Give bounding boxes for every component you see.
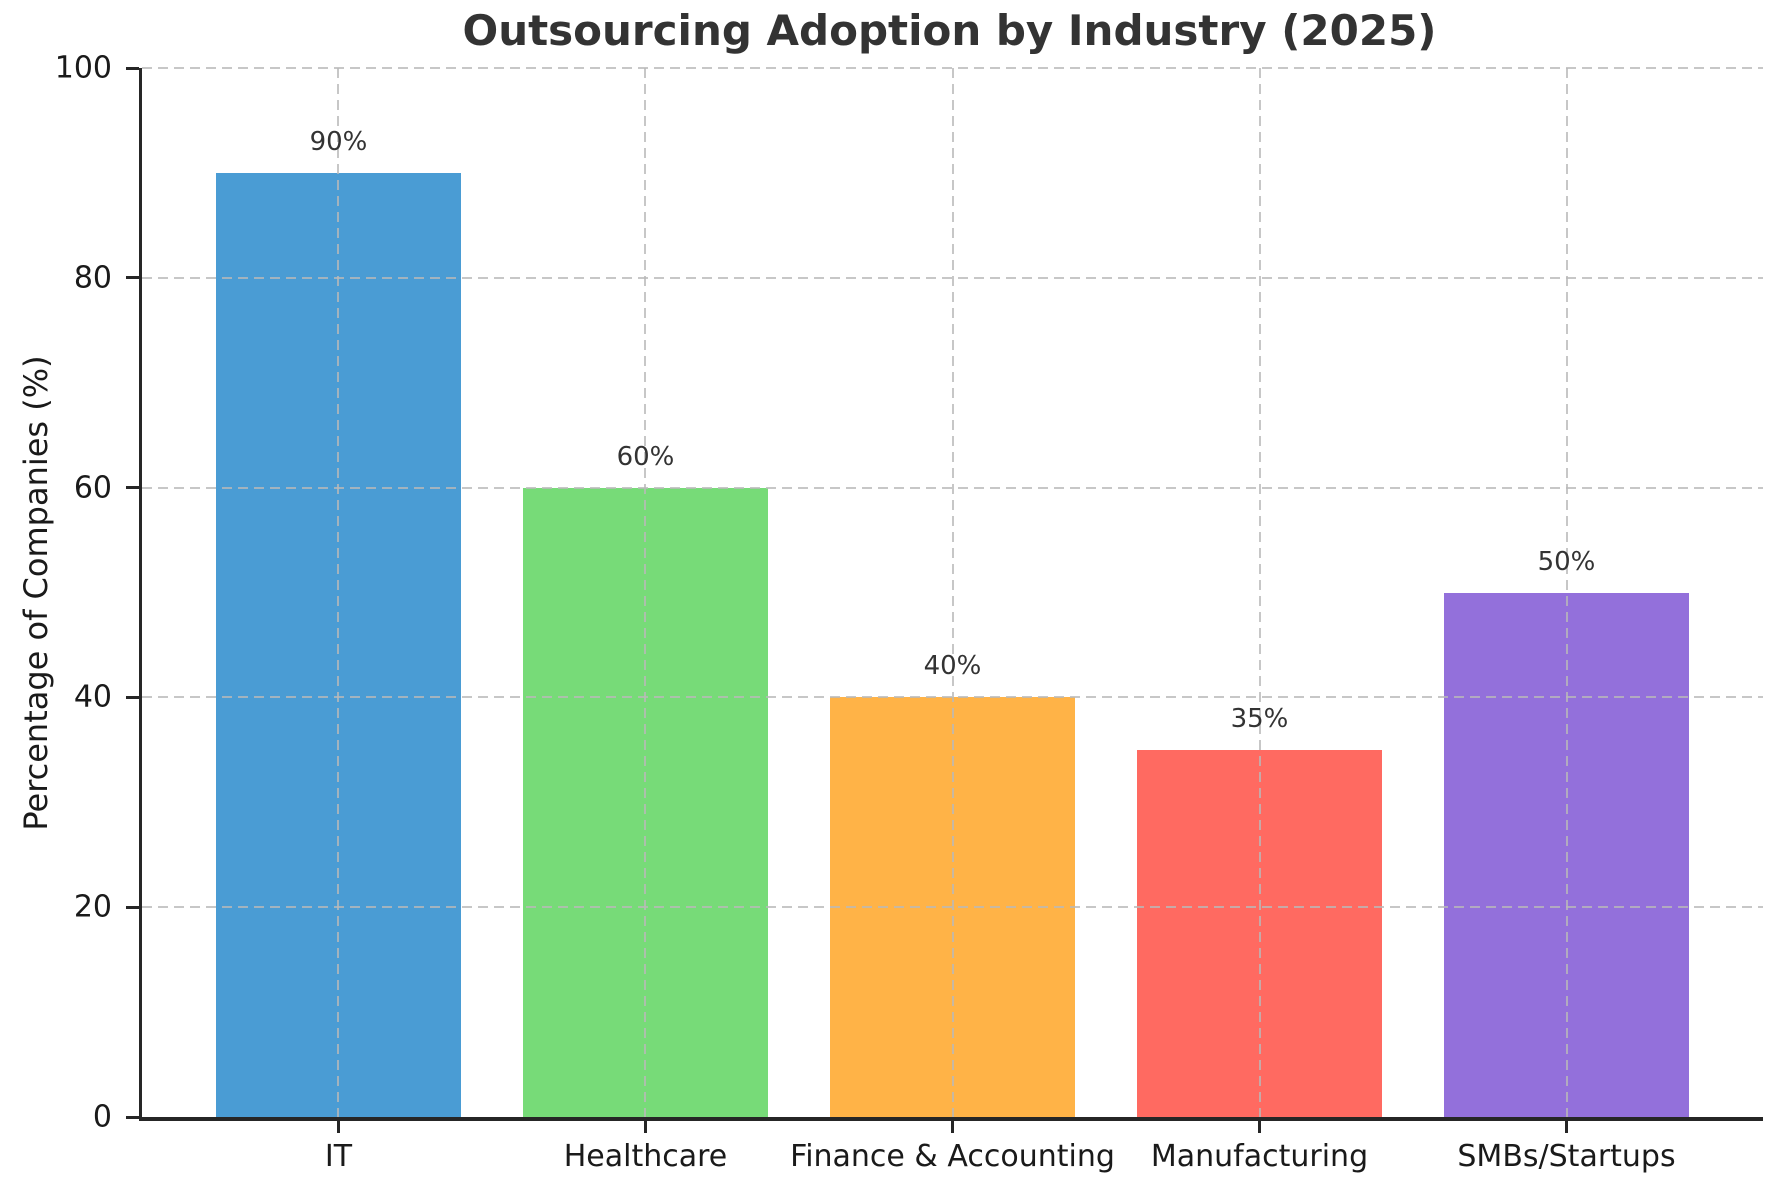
y-tick-mark-80 — [126, 276, 139, 280]
y-tick-label-100: 100 — [54, 50, 112, 86]
bar-value-label-smbs-startups: 50% — [1537, 546, 1596, 577]
y-tick-mark-60 — [126, 486, 139, 490]
v-gridline-manufacturing — [1258, 68, 1261, 1117]
bar-value-label-it: 90% — [309, 126, 368, 157]
y-tick-label-0: 0 — [92, 1099, 112, 1135]
y-tick-mark-40 — [126, 695, 139, 699]
x-tick-label-finance-accounting: Finance & Accounting — [790, 1139, 1115, 1174]
y-axis-label: Percentage of Companies (%) — [17, 355, 55, 831]
y-tick-mark-20 — [126, 905, 139, 909]
bar-value-label-manufacturing: 35% — [1230, 703, 1289, 734]
plot-area: 0 20 40 60 80 100 IT 90% Healthcare 60% Finance & … — [55, 51, 1763, 1174]
y-tick-mark-0 — [126, 1115, 139, 1119]
x-tick-label-healthcare: Healthcare — [563, 1139, 728, 1174]
y-tick-label-40: 40 — [73, 679, 112, 715]
x-tick-label-smbs-startups: SMBs/Startups — [1457, 1139, 1676, 1174]
v-gridline-smbs-startups — [1565, 68, 1568, 1117]
bar-value-label-healthcare: 60% — [616, 441, 675, 472]
v-gridline-finance-accounting — [951, 68, 954, 1117]
v-gridline-healthcare — [644, 68, 647, 1117]
x-tick-mark-smbs-startups — [1565, 1121, 1568, 1133]
x-tick-label-manufacturing: Manufacturing — [1150, 1139, 1369, 1174]
y-tick-label-60: 60 — [73, 470, 112, 506]
x-tick-mark-healthcare — [643, 1121, 647, 1133]
x-tick-label-it: IT — [324, 1139, 353, 1174]
v-gridline-it — [337, 68, 340, 1117]
x-tick-mark-manufacturing — [1258, 1121, 1261, 1133]
y-tick-label-80: 80 — [73, 260, 112, 296]
bar-value-label-finance-accounting: 40% — [923, 651, 982, 682]
y-tick-mark-100 — [126, 66, 139, 70]
x-tick-mark-finance-accounting — [951, 1121, 954, 1133]
y-tick-label-20: 20 — [73, 889, 112, 925]
x-tick-mark-it — [336, 1121, 340, 1133]
chart-title: Outsourcing Adoption by Industry (2025) — [462, 6, 1437, 55]
